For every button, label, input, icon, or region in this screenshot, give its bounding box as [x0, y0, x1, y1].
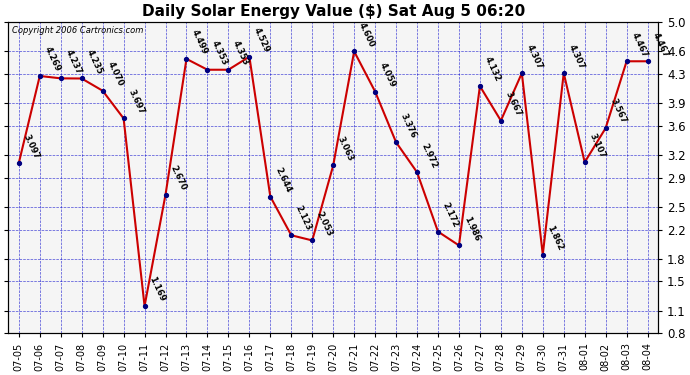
- Text: 2.670: 2.670: [168, 164, 188, 192]
- Text: 4.467: 4.467: [629, 31, 649, 58]
- Text: 1.862: 1.862: [546, 224, 565, 252]
- Text: 4.059: 4.059: [378, 61, 397, 89]
- Text: 4.269: 4.269: [43, 45, 62, 73]
- Text: 1.986: 1.986: [462, 215, 481, 243]
- Text: 3.667: 3.667: [504, 90, 523, 118]
- Text: 3.697: 3.697: [126, 88, 146, 116]
- Text: 4.307: 4.307: [566, 43, 586, 70]
- Text: 3.097: 3.097: [21, 133, 41, 160]
- Text: 4.529: 4.529: [252, 26, 272, 54]
- Text: 3.376: 3.376: [399, 112, 418, 140]
- Text: 4.132: 4.132: [483, 56, 502, 83]
- Text: 2.972: 2.972: [420, 142, 439, 170]
- Text: 4.353: 4.353: [231, 39, 250, 67]
- Text: 2.644: 2.644: [273, 166, 293, 194]
- Text: 3.063: 3.063: [336, 135, 355, 163]
- Text: 2.123: 2.123: [294, 204, 313, 232]
- Text: 2.172: 2.172: [441, 201, 460, 229]
- Text: 4.353: 4.353: [210, 39, 230, 67]
- Text: Copyright 2006 Cartronics.com: Copyright 2006 Cartronics.com: [12, 26, 143, 35]
- Text: 4.499: 4.499: [189, 28, 208, 56]
- Text: 4.237: 4.237: [63, 48, 83, 76]
- Text: 4.307: 4.307: [524, 43, 544, 70]
- Title: Daily Solar Energy Value ($) Sat Aug 5 06:20: Daily Solar Energy Value ($) Sat Aug 5 0…: [141, 4, 525, 19]
- Text: 1.169: 1.169: [148, 275, 167, 303]
- Text: 3.567: 3.567: [609, 98, 628, 125]
- Text: 4.235: 4.235: [84, 48, 104, 76]
- Text: 4.467: 4.467: [651, 31, 670, 58]
- Text: 4.070: 4.070: [106, 60, 125, 88]
- Text: 2.053: 2.053: [315, 210, 335, 238]
- Text: 3.107: 3.107: [587, 132, 607, 159]
- Text: 4.600: 4.600: [357, 21, 376, 49]
